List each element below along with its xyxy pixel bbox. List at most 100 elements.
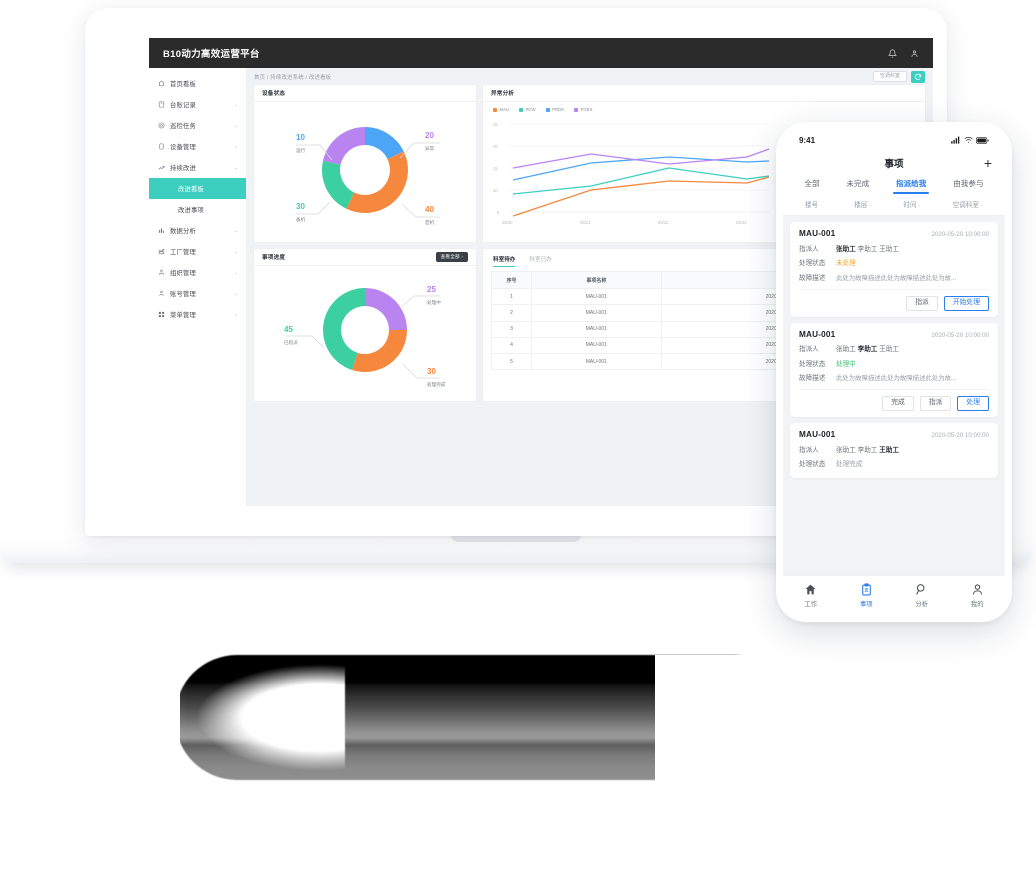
phone-card-list: MAU-001 2020-05-20 10:00:00 指派人 张助工 李助工 … [783, 216, 1005, 484]
refresh-button[interactable] [911, 70, 925, 83]
item-id: MAU-001 [799, 430, 836, 440]
start-process-button[interactable]: 开始处理 [943, 295, 989, 311]
tabbar-item-items[interactable]: 事项 [860, 583, 873, 608]
sidebar-item-organization[interactable]: 组织管理 ⌄ [149, 262, 246, 283]
donut-value-abnormal: 20 [425, 131, 434, 140]
series-prdx [512, 156, 770, 181]
sidebar-item-factory[interactable]: 工厂管理 ⌄ [149, 241, 246, 262]
shadow-mask [0, 610, 180, 870]
table-tabs: 科室待办 科室已办 [483, 249, 925, 268]
card-top: MAU-001 2020-05-20 10:00:00 [799, 229, 989, 238]
x-tick: 05/22 [658, 220, 669, 225]
sidebar-item-improvement-task[interactable]: 改进事项 [149, 199, 246, 220]
home-icon [805, 584, 816, 595]
sidebar-item-device[interactable]: 设备管理 ⌄ [149, 136, 246, 157]
sidebar-item-ledger[interactable]: 台账记录 ⌄ [149, 94, 246, 115]
clipboard-icon [861, 583, 871, 596]
chevron-down-icon: ⌄ [233, 311, 238, 318]
tab-done[interactable]: 科室已办 [529, 257, 552, 263]
sidebar-item-analysis[interactable]: 数据分析 ⌄ [149, 220, 246, 241]
donut-label-running: 运行 [296, 147, 306, 154]
sidebar-item-home[interactable]: 首页看板 [149, 73, 246, 94]
sidebar-item-improvement[interactable]: 持续改进 ⌄ [149, 157, 246, 178]
assign-button[interactable]: 指派 [919, 396, 952, 412]
tabbar-label: 事项 [859, 600, 873, 608]
tab-todo[interactable]: 科室待办 [493, 255, 516, 268]
series-mau [512, 176, 770, 217]
desc-label: 故障描述 [799, 375, 826, 383]
sidebar-item-improvement-board[interactable]: 改进看板 [149, 178, 246, 199]
status-icons [951, 136, 989, 144]
tab-all[interactable]: 全部 [804, 179, 820, 188]
sidebar-label: 数据分析 [170, 228, 196, 235]
assignee-values: 张助工 李助工 王助工 [836, 346, 900, 354]
legend-item[interactable]: PGEX [574, 107, 593, 112]
sidebar-item-menu[interactable]: 菜单管理 ⌄ [149, 304, 246, 325]
donut-value-standby: 30 [296, 202, 305, 211]
y-tick: 10 [493, 188, 498, 193]
status-label: 处理状态 [799, 461, 826, 469]
tabbar-item-profile[interactable]: 我的 [971, 583, 984, 608]
sidebar-label: 改进看板 [178, 186, 204, 193]
filter-floor[interactable]: 楼层 · [854, 202, 872, 209]
donut-value-down: 40 [425, 205, 434, 214]
cell-index: 3 [491, 320, 532, 338]
col-index: 序号 [491, 270, 532, 290]
status-badge: 处理完成 [836, 461, 863, 469]
donut-value-completed: 30 [427, 367, 436, 376]
sidebar-label: 台账记录 [170, 102, 196, 109]
complete-button[interactable]: 完成 [882, 396, 914, 412]
home-icon [157, 80, 165, 88]
phone-notch [855, 129, 933, 142]
tabbar-item-analysis[interactable]: 分析 [915, 583, 928, 608]
filter-time[interactable]: 时间 · [903, 202, 921, 209]
cell-name: MAU-001 [531, 352, 662, 371]
x-tick: 05/21 [580, 220, 591, 225]
list-item[interactable]: MAU-001 2020-05-20 10:00:00 指派人 张助工 李助工 … [790, 423, 998, 479]
sidebar-item-inspection[interactable]: 巡检任务 ⌄ [149, 115, 246, 136]
view-all-button[interactable]: 查看全部 › [435, 252, 468, 262]
donut-value-running: 10 [296, 133, 305, 142]
item-id: MAU-001 [799, 329, 836, 339]
cell-index: 1 [491, 288, 532, 306]
tab-assigned-to-me[interactable]: 指派给我 [892, 178, 930, 194]
card-title: 事项进度 [262, 255, 286, 261]
list-item[interactable]: MAU-001 2020-05-20 10:00:00 指派人 张助工 李助工 … [790, 322, 998, 418]
breadcrumb-bar: 首页 / 持续改进系统 / 改进看板 空调科室 [254, 68, 925, 85]
phone-screen: 9:41 事项 + 全部 未完成 指派给我 由我参与 楼号 · 楼层 · 时间 … [783, 129, 1005, 615]
account-icon [157, 290, 165, 298]
bell-icon[interactable] [888, 48, 897, 58]
status-badge: 未处理 [836, 260, 856, 267]
item-time: 2020-05-20 10:00:00 [931, 231, 989, 238]
filter-building[interactable]: 楼号 · [804, 202, 823, 209]
series-pgex [512, 148, 770, 169]
filter-department[interactable]: 空调科室 · [952, 202, 983, 209]
chevron-down-icon: ⌄ [233, 101, 238, 108]
card-top: MAU-001 2020-05-20 10:00:00 [799, 430, 989, 439]
sidebar-item-account[interactable]: 账号管理 ⌄ [149, 283, 246, 304]
tab-participated[interactable]: 由我参与 [953, 179, 984, 188]
user-icon[interactable] [910, 49, 919, 58]
item-progress-card: 事项进度 查看全部 › [254, 249, 476, 401]
card-title: 异常分析 [491, 91, 515, 97]
assignee-values: 张助工 李助工 王助工 [836, 245, 900, 253]
series-pcw [512, 167, 770, 195]
tab-incomplete[interactable]: 未完成 [846, 179, 870, 188]
menu-grid-icon [157, 311, 165, 319]
donut-label-processing: 处理中 [427, 299, 441, 306]
app-title: B10动力高效运营平台 [163, 49, 260, 60]
legend-item[interactable]: PCW [519, 107, 536, 112]
toolbar: 空调科室 [872, 70, 925, 83]
list-item[interactable]: MAU-001 2020-05-20 10:00:00 指派人 张助工 李助工 … [790, 222, 998, 317]
phone-title: 事项 [884, 159, 904, 170]
department-select[interactable]: 空调科室 [872, 71, 907, 82]
legend-item[interactable]: MAU [493, 107, 509, 112]
wifi-icon [964, 136, 973, 143]
status-row: 处理状态 处理中 [799, 358, 989, 368]
x-tick: 05/20 [502, 220, 513, 225]
tabbar-item-work[interactable]: 工作 [804, 583, 817, 608]
assign-button[interactable]: 指派 [906, 295, 938, 311]
add-button[interactable]: + [983, 155, 992, 171]
process-button[interactable]: 处理 [957, 396, 989, 412]
legend-item[interactable]: PRDX [545, 107, 564, 112]
